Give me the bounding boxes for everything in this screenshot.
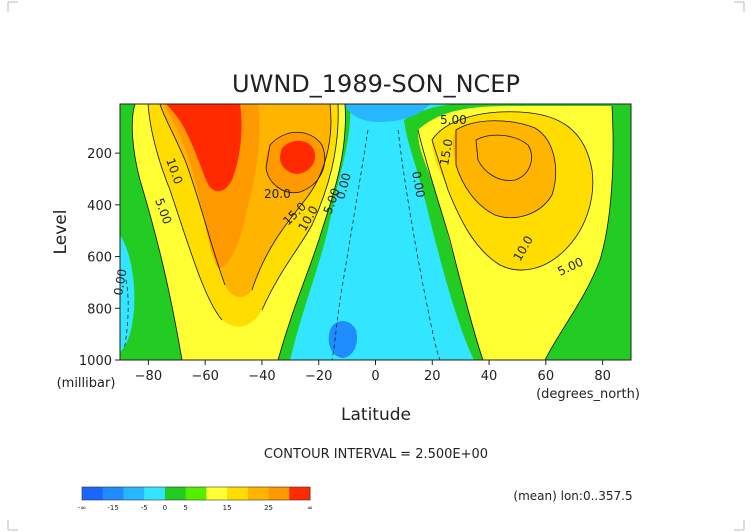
- plot-area: [120, 104, 631, 360]
- contour-label: 5.00: [440, 113, 467, 127]
- crop-mark: [7, 1, 18, 12]
- colorbar-swatch: [247, 487, 270, 500]
- colorbar-label: 5: [183, 504, 187, 512]
- y-tick-label: 400: [87, 199, 112, 214]
- x-tick-label: 80: [594, 369, 611, 384]
- contour-lines: [131, 104, 614, 360]
- contour-interval-text: CONTOUR INTERVAL = 2.500E+00: [264, 447, 488, 462]
- easterly-core-top: [344, 104, 430, 122]
- crop-mark: [7, 520, 18, 531]
- jet-core-subtrop: [280, 140, 316, 174]
- easterly-core-surface: [328, 321, 358, 358]
- colorbar: -∞ -15 -5 0 5 15 25 ∞: [78, 486, 313, 512]
- negative-contours: [123, 129, 441, 360]
- colorbar-label: 15: [223, 504, 232, 512]
- colorbar-swatch: [123, 487, 145, 500]
- y-axis-title: Level: [51, 210, 71, 255]
- footnote: (mean) lon:0..357.5: [513, 489, 632, 503]
- colorbar-label: 25: [264, 504, 273, 512]
- contour-label: 20.0: [264, 187, 291, 201]
- chart-title: UWND_1989-SON_NCEP: [232, 70, 520, 98]
- contour-label: 0.00: [333, 171, 353, 200]
- colorbar-label: -5: [141, 504, 148, 512]
- x-axis-unit: (degrees_north): [536, 387, 640, 402]
- colorbar-label: ∞: [307, 504, 313, 512]
- colorbar-label: -∞: [78, 504, 86, 512]
- colorbar-swatch: [164, 487, 187, 500]
- jet-core-south: [166, 104, 242, 192]
- y-tick-label: 200: [87, 147, 112, 162]
- x-axis: −80 −60 −40 −20 0 20 40 60 80: [135, 360, 611, 384]
- crop-mark: [734, 1, 745, 12]
- x-tick-label: −60: [191, 369, 218, 384]
- colorbar-swatch: [268, 487, 290, 500]
- colorbar-swatch: [289, 487, 311, 500]
- colorbar-label: 0: [163, 504, 167, 512]
- colorbar-swatch: [144, 487, 166, 500]
- contour-label: 0.00: [111, 268, 129, 297]
- x-tick-label: 60: [538, 369, 555, 384]
- y-tick-label: 800: [87, 302, 112, 317]
- y-axis-unit: (millibar): [57, 376, 116, 391]
- y-axis: 200 400 600 800 1000: [79, 147, 120, 369]
- x-tick-label: 20: [424, 369, 441, 384]
- colorbar-swatch: [227, 487, 249, 500]
- y-tick-label: 600: [87, 251, 112, 266]
- contour-label: 15.0: [437, 138, 455, 167]
- colorbar-swatch: [206, 487, 228, 500]
- colorbar-label: -15: [107, 504, 118, 512]
- x-axis-title: Latitude: [341, 405, 411, 425]
- colorbar-swatch: [82, 487, 104, 500]
- x-tick-label: −40: [248, 369, 275, 384]
- band-15-20-north: [453, 120, 556, 218]
- x-tick-label: −80: [135, 369, 162, 384]
- x-tick-label: 40: [481, 369, 498, 384]
- easterly-west-edge: [120, 235, 135, 352]
- colorbar-swatch: [102, 487, 124, 500]
- crop-mark: [734, 520, 745, 531]
- y-tick-label: 1000: [79, 354, 112, 369]
- x-tick-label: 0: [371, 369, 379, 384]
- x-tick-label: −20: [305, 369, 332, 384]
- colorbar-frame: [81, 486, 311, 501]
- colorbar-swatch: [185, 487, 207, 500]
- contour-label: 0.00: [409, 170, 427, 199]
